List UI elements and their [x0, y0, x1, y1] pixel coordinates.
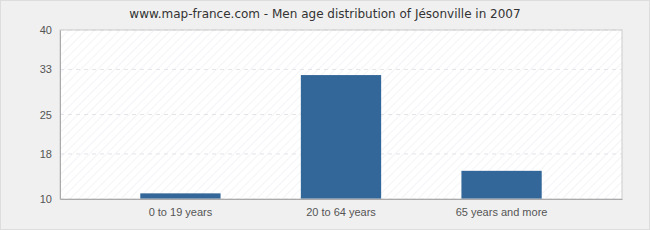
y-tick: 10	[40, 193, 60, 205]
x-axis: 0 to 19 years 20 to 64 years 65 years and …	[61, 199, 623, 218]
y-axis: 10 18 25 33 40	[40, 24, 61, 205]
y-tick: 40	[40, 24, 60, 36]
plot-area	[60, 30, 622, 199]
background	[1, 1, 650, 230]
x-tick-label: 65 years and more	[456, 206, 548, 218]
y-tick-label: 18	[40, 148, 52, 160]
chart: 10 18 25 33 40 0 to 19 years 20 to 64 years 65 …	[0, 0, 650, 230]
bar	[301, 75, 381, 199]
y-tick-label: 33	[40, 63, 52, 75]
y-tick: 25	[40, 109, 60, 121]
x-tick: 0 to 19 years	[149, 199, 213, 218]
x-tick-label: 0 to 19 years	[149, 206, 213, 218]
y-tick: 18	[40, 148, 60, 160]
x-tick: 20 to 64 years	[306, 199, 376, 218]
y-tick-label: 40	[40, 24, 52, 36]
bar	[140, 193, 220, 199]
y-tick-label: 10	[40, 193, 52, 205]
y-tick: 33	[40, 63, 60, 75]
grid	[60, 30, 622, 199]
bar	[461, 171, 541, 199]
title: www.map-france.com - Men age distributio…	[129, 7, 520, 21]
x-axis-line	[61, 199, 623, 200]
y-tick-label: 25	[40, 109, 52, 121]
plot: 10 18 25 33 40 0 to 19 years 20 to 64 years 65 …	[40, 24, 623, 218]
bars	[140, 75, 541, 199]
x-tick: 65 years and more	[456, 199, 548, 218]
grid-line	[60, 69, 622, 70]
plot-frame	[60, 30, 622, 199]
y-axis-line	[60, 31, 61, 200]
x-tick-label: 20 to 64 years	[306, 206, 376, 218]
